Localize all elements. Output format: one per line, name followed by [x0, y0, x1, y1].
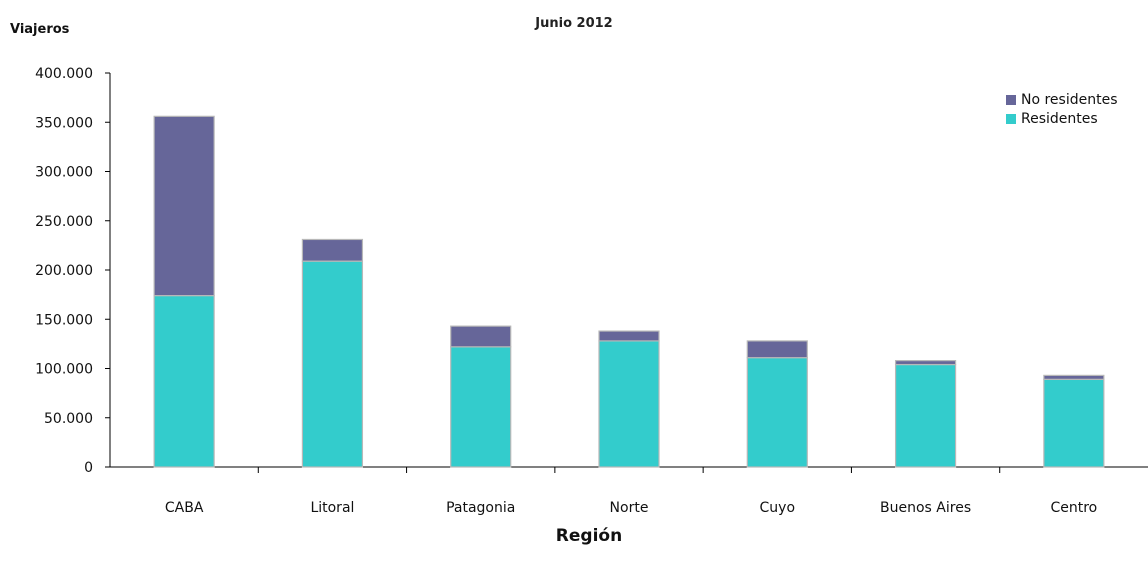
bar-no-residentes [598, 330, 660, 342]
y-tick-label: 350.000 [35, 115, 93, 131]
y-tick-label: 100.000 [35, 362, 93, 378]
y-tick-label: 50.000 [44, 411, 93, 427]
bar-residentes [153, 295, 215, 468]
y-tick-label: 200.000 [35, 263, 93, 279]
y-tick-label: 400.000 [35, 66, 93, 82]
bar-residentes [301, 260, 364, 468]
chart-subtitle: Junio 2012 [535, 16, 613, 31]
y-tick-label: 300.000 [35, 165, 93, 181]
x-axis-label: Región [555, 526, 623, 546]
bar-no-residentes [450, 325, 512, 348]
x-tick-label: Litoral [310, 500, 354, 516]
legend-item-no-residentes: No residentes [1006, 90, 1118, 109]
y-tick-label: 150.000 [35, 312, 93, 328]
y-tick-label: 250.000 [35, 214, 93, 230]
legend-label-residentes: Residentes [1021, 110, 1098, 127]
bar-residentes [598, 340, 660, 468]
y-axis-label: Viajeros [10, 22, 70, 37]
x-tick-label: Cuyo [760, 500, 796, 516]
legend-swatch-residentes [1006, 113, 1016, 124]
x-tick-label: CABA [165, 500, 204, 516]
x-tick-label: Buenos Aires [880, 500, 971, 516]
y-tick-label: 0 [84, 460, 93, 476]
bar-no-residentes [153, 115, 215, 297]
legend-label-no-residentes: No residentes [1021, 91, 1118, 108]
bar-no-residentes [1043, 374, 1105, 380]
bar-no-residentes [301, 238, 364, 262]
x-tick-label: Centro [1050, 500, 1097, 516]
bar-residentes [450, 346, 512, 468]
legend-item-residentes: Residentes [1006, 109, 1118, 128]
bar-residentes [894, 363, 957, 468]
x-tick-label: Patagonia [446, 500, 515, 516]
legend-swatch-no-residentes [1006, 94, 1016, 105]
bar-residentes [1043, 378, 1105, 468]
bar-residentes [746, 357, 808, 468]
x-tick-label: Norte [610, 500, 649, 516]
legend: No residentes Residentes [1006, 90, 1118, 128]
bar-no-residentes [746, 340, 808, 359]
bar-no-residentes [894, 360, 957, 366]
